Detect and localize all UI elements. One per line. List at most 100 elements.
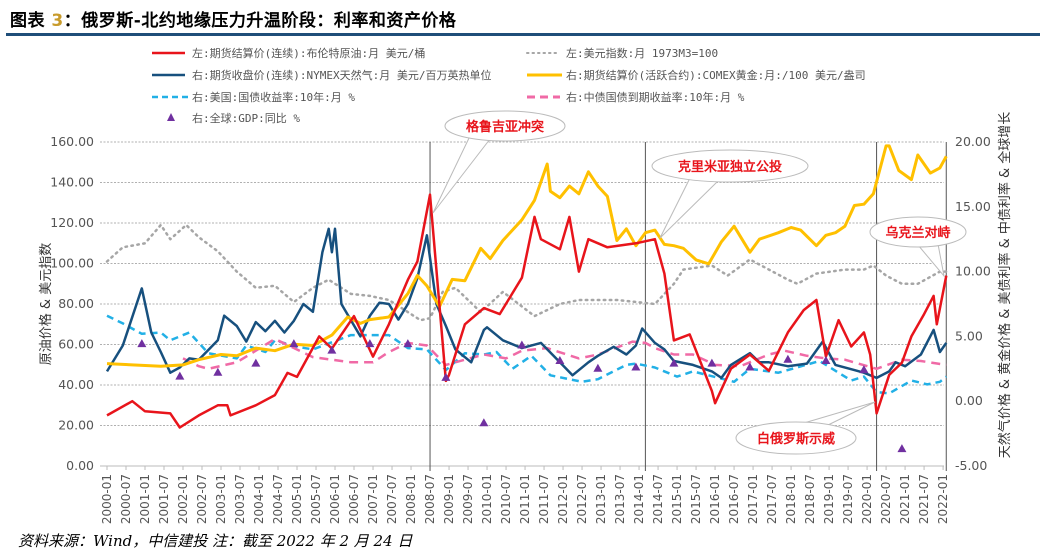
callout-text: 格鲁吉亚冲突 [466, 119, 544, 135]
gdp-marker [479, 418, 489, 427]
series-line-brent [106, 193, 948, 429]
x-tick-label: 2021-01 [898, 474, 912, 524]
x-tick-label: 2006-07 [347, 474, 361, 524]
gdp-marker [593, 363, 603, 372]
legend-label-brent: 左:期货结算价(连续):布伦特原油:月 美元/桶 [192, 46, 425, 60]
gdp-marker [517, 340, 527, 349]
x-tick-label: 2021-07 [917, 474, 931, 524]
left-tick-label: 60.00 [58, 337, 94, 352]
right-tick-label: 20.00 [955, 134, 991, 149]
x-tick-label: 2022-01 [936, 474, 950, 524]
series-line-us10y [106, 314, 948, 395]
source-note: 资料来源：Wind，中信建投 注：截至 2022 年 2 月 24 日 [18, 532, 413, 550]
callout-text: 白俄罗斯示威 [757, 431, 835, 447]
right-tick-label: -5.00 [955, 458, 987, 473]
left-tick-label: 120.00 [50, 215, 94, 230]
legend-label-natgas: 右:期货收盘价(连续):NYMEX天然气:月 美元/百万英热单位 [192, 68, 491, 82]
x-tick-label: 2016-07 [727, 474, 741, 524]
x-tick-label: 2001-07 [157, 474, 171, 524]
x-tick-label: 2009-07 [461, 474, 475, 524]
title-prefix: 图表 [10, 11, 52, 31]
gridlines [100, 141, 944, 426]
callout-bubble [735, 421, 857, 455]
legend-label-dollar: 左:美元指数:月 1973M3=100 [566, 46, 718, 60]
x-tick-label: 2020-07 [879, 474, 893, 524]
series-layer [105, 144, 948, 453]
callout: 格鲁吉亚冲突 [432, 110, 566, 214]
x-tick-label: 2019-07 [841, 474, 855, 524]
gdp-marker [441, 372, 451, 381]
x-tick-label: 2004-01 [252, 474, 266, 524]
callout-bubble [651, 149, 809, 183]
x-tick-label: 2000-01 [100, 474, 114, 524]
legend-label-gold: 右:期货结算价(活跃合约):COMEX黄金:月:/100 美元/盎司 [566, 68, 866, 82]
title-text: ：俄罗斯-北约地缘压力升温阶段：利率和资产价格 [63, 11, 457, 31]
callout-text: 克里米亚独立公投 [678, 159, 782, 175]
callout-bubble [869, 216, 967, 248]
callout-bubble [444, 110, 566, 142]
gdp-marker [897, 444, 907, 453]
left-tick-label: 140.00 [50, 175, 94, 190]
x-tick-label: 2018-07 [803, 474, 817, 524]
x-tick-label: 2012-07 [575, 474, 589, 524]
callout-pointer [659, 177, 720, 239]
left-tick-label: 100.00 [50, 256, 94, 271]
x-tick-label: 2014-01 [632, 474, 646, 524]
x-tick-label: 2005-01 [290, 474, 304, 524]
right-tick-label: 5.00 [955, 328, 983, 343]
legend-label-cn10y: 右:中债国债到期收益率:10年:月 % [566, 90, 745, 104]
gdp-marker [251, 358, 261, 367]
x-tick-label: 2015-01 [670, 474, 684, 524]
left-tick-label: 20.00 [58, 418, 94, 433]
left-tick-label: 40.00 [58, 377, 94, 392]
chart-title: 图表 3：俄罗斯-北约地缘压力升温阶段：利率和资产价格 [10, 6, 456, 31]
x-tick-label: 2013-01 [594, 474, 608, 524]
gdp-marker [365, 339, 375, 348]
legend: 左:期货结算价(连续):布伦特原油:月 美元/桶 左:美元指数:月 1973M3… [152, 46, 866, 125]
gdp-marker [821, 356, 831, 365]
x-tick-label: 2003-01 [214, 474, 228, 524]
x-tick-label: 2019-01 [822, 474, 836, 524]
x-tick-label: 2007-01 [366, 474, 380, 524]
x-tick-label: 2010-07 [499, 474, 513, 524]
x-tick-label: 2003-07 [233, 474, 247, 524]
x-tick-label: 2009-01 [442, 474, 456, 524]
callout-pointer [916, 243, 945, 278]
series-line-gold [106, 144, 948, 368]
callout: 克里米亚独立公投 [651, 149, 809, 239]
gdp-marker [327, 345, 337, 354]
x-tick-label: 2007-07 [385, 474, 399, 524]
x-tick-label: 2002-07 [195, 474, 209, 524]
x-tick-label: 2017-07 [765, 474, 779, 524]
gdp-marker [137, 339, 147, 348]
x-tick-label: 2016-01 [708, 474, 722, 524]
legend-label-us10y: 右:美国:国债收益率:10年:月 % [192, 90, 355, 104]
callout-pointer [432, 135, 491, 214]
x-tick-label: 2011-07 [537, 474, 551, 524]
x-tick-label: 2013-07 [613, 474, 627, 524]
x-tick-label: 2017-01 [746, 474, 760, 524]
title-number: 3 [51, 11, 64, 31]
x-tick-label: 2020-01 [860, 474, 874, 524]
x-tick-label: 2004-07 [271, 474, 285, 524]
gdp-marker [175, 371, 185, 380]
x-tick-label: 2010-01 [480, 474, 494, 524]
gdp-marker [783, 354, 793, 363]
x-tick-label: 2002-01 [176, 474, 190, 524]
gdp-marker [213, 367, 223, 376]
x-tick-label: 2008-01 [404, 474, 418, 524]
gdp-marker [669, 358, 679, 367]
x-tick-label: 2011-01 [518, 474, 532, 524]
title-rule [6, 33, 1040, 36]
gdp-marker [745, 362, 755, 371]
x-tick-label: 2014-07 [651, 474, 665, 524]
gdp-marker [631, 362, 641, 371]
left-tick-label: 80.00 [58, 296, 94, 311]
right-axis-label: 天然气价格 & 黄金价格 & 美债利率 & 中债利率 & 全球增长 [997, 112, 1013, 459]
left-tick-label: 160.00 [50, 134, 94, 149]
right-tick-label: 0.00 [955, 393, 983, 408]
x-tick-label: 2008-07 [423, 474, 437, 524]
legend-label-gdp: 右:全球:GDP:同比 % [192, 111, 300, 125]
